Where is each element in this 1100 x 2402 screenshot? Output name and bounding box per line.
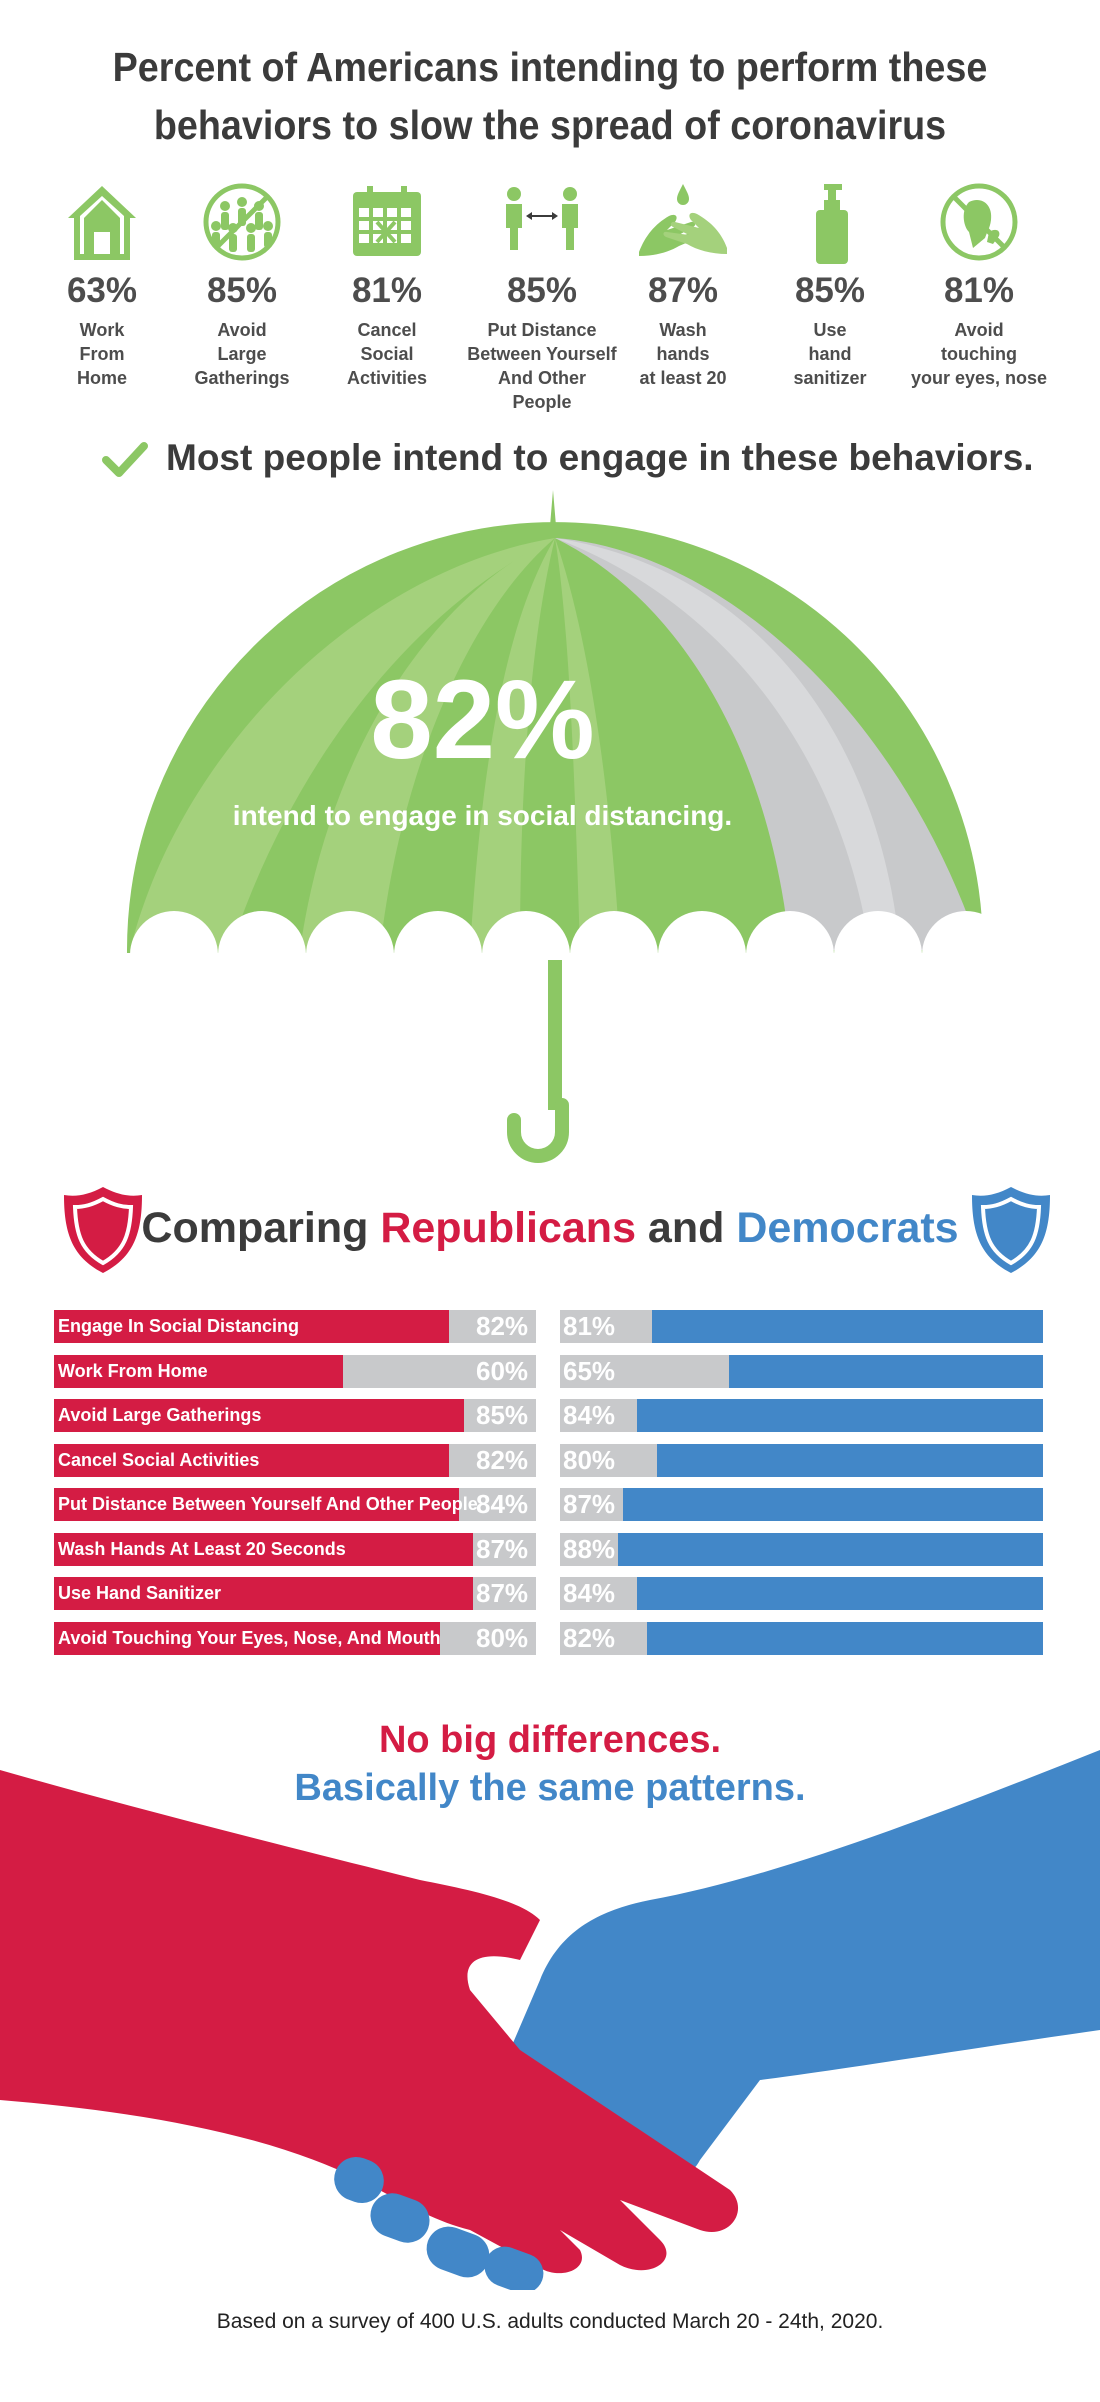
rep-value-label: 82% (476, 1444, 529, 1475)
behavior-put-distance: 85% Put Distance Between Yourself And Ot… (462, 182, 622, 414)
dem-value-label: 88% (563, 1533, 616, 1564)
rep-bar (54, 1354, 344, 1388)
category-label: Use Hand Sanitizer (58, 1583, 222, 1603)
rep-value-label: 82% (476, 1311, 529, 1341)
rep-value-label: 87% (476, 1533, 529, 1564)
democrat-shield-icon (972, 1187, 1050, 1273)
behavior-label: Use hand sanitizer (793, 320, 867, 388)
distance-icon (506, 187, 578, 250)
dem-bar (637, 1399, 1043, 1432)
rep-value-label: 85% (476, 1400, 529, 1430)
compare-title: Comparing Republicans and Democrats (141, 1204, 959, 1252)
rep-bar (54, 1399, 464, 1432)
umbrella-caption: intend to engage in social distancing. (232, 800, 733, 831)
dem-bar (617, 1532, 1043, 1566)
dem-value-label: 82% (563, 1622, 616, 1653)
handshake-graphic (0, 1750, 1100, 2290)
category-label: Work From Home (58, 1360, 208, 1381)
dem-value-label: 81% (563, 1311, 616, 1341)
behavior-percent: 85% (794, 271, 866, 310)
behavior-label: Cancel Social Activities (346, 320, 428, 388)
behavior-avoid-gatherings: 85% Avoid Large Gatherings (162, 182, 322, 390)
behavior-hand-sanitizer: 85% Use hand sanitizer (750, 182, 910, 390)
category-label: Avoid Large Gatherings (58, 1405, 262, 1425)
behavior-label: Work From Home (76, 320, 127, 388)
umbrella-scallops (130, 911, 1010, 999)
behavior-cancel-activities: 81% Cancel Social Activities (307, 182, 467, 390)
dem-value-label: 65% (563, 1355, 616, 1386)
dem-bar (729, 1354, 1043, 1388)
behavior-percent: 63% (66, 271, 138, 310)
rep-bar (54, 1577, 474, 1610)
page-title: Percent of Americans intending to perfor… (112, 44, 988, 148)
behavior-percent: 81% (351, 271, 423, 310)
conclusion: No big differences. Basically the same p… (294, 1719, 806, 1809)
category-label: Put Distance Between Yourself And Other … (58, 1494, 478, 1514)
republican-hand (0, 1770, 739, 2274)
most-people-banner: Most people intend to engage in these be… (96, 430, 1034, 486)
most-people-text: Most people intend to engage in these be… (166, 437, 1034, 478)
behavior-percent: 81% (943, 271, 1015, 310)
rep-bar (54, 1443, 450, 1477)
umbrella-percent: 82% (370, 657, 595, 782)
republican-shield-icon (64, 1187, 142, 1273)
house-icon (68, 186, 136, 260)
behavior-label: Wash hands at least 20 (639, 320, 727, 388)
behaviors-row: 63% Work From Home 85% Avoid Large (0, 182, 1100, 422)
no-face-touching-icon (940, 183, 1018, 261)
calendar-icon (353, 186, 421, 256)
dem-bar (651, 1310, 1043, 1343)
rep-bar (54, 1488, 459, 1521)
rep-value-label: 84% (476, 1489, 529, 1519)
rep-bar (54, 1532, 474, 1566)
category-label: Engage In Social Distancing (58, 1316, 300, 1336)
umbrella-graphic (126, 490, 1010, 1163)
dem-value-label: 87% (563, 1489, 616, 1519)
dem-bar (656, 1443, 1043, 1477)
sanitizer-icon (816, 184, 848, 264)
behavior-percent: 85% (206, 271, 278, 310)
dem-value-label: 80% (563, 1444, 616, 1475)
dem-bar (622, 1488, 1043, 1521)
behavior-label: Put Distance Between Yourself And Other … (467, 320, 617, 412)
rep-value-label: 80% (476, 1622, 529, 1653)
crowd-icon (203, 183, 281, 261)
behavior-percent: 85% (506, 271, 578, 310)
behavior-label: Avoid Large Gatherings (194, 320, 290, 388)
dem-bar (646, 1621, 1043, 1655)
rep-value-label: 87% (476, 1578, 529, 1608)
rep-value-label: 60% (476, 1355, 529, 1386)
dem-value-label: 84% (563, 1400, 616, 1430)
democrat-hand (506, 1750, 1100, 2184)
category-label: Wash Hands At Least 20 Seconds (58, 1538, 346, 1559)
checkmark-icon (102, 442, 148, 477)
category-label: Cancel Social Activities (58, 1449, 260, 1470)
behavior-percent: 87% (647, 271, 719, 310)
dem-value-label: 84% (563, 1578, 616, 1608)
footer-source: Based on a survey of 400 U.S. adults con… (216, 2310, 884, 2333)
behavior-work-from-home: 63% Work From Home (22, 182, 182, 390)
behavior-avoid-touching-face: 81% Avoid touching your eyes, nose (899, 182, 1059, 390)
washing-hands-icon (639, 184, 727, 256)
category-label: Avoid Touching Your Eyes, Nose, And Mout… (58, 1627, 441, 1648)
behavior-wash-hands: 87% Wash hands at least 20 (603, 182, 763, 390)
rep-bar (54, 1310, 450, 1343)
rep-bar (54, 1621, 440, 1655)
dem-bar (637, 1577, 1043, 1610)
behavior-label: Avoid touching your eyes, nose (910, 320, 1048, 388)
comparison-bar-chart: Engage In Social Distancing 82% 81% Work Fr… (0, 1310, 1100, 1670)
